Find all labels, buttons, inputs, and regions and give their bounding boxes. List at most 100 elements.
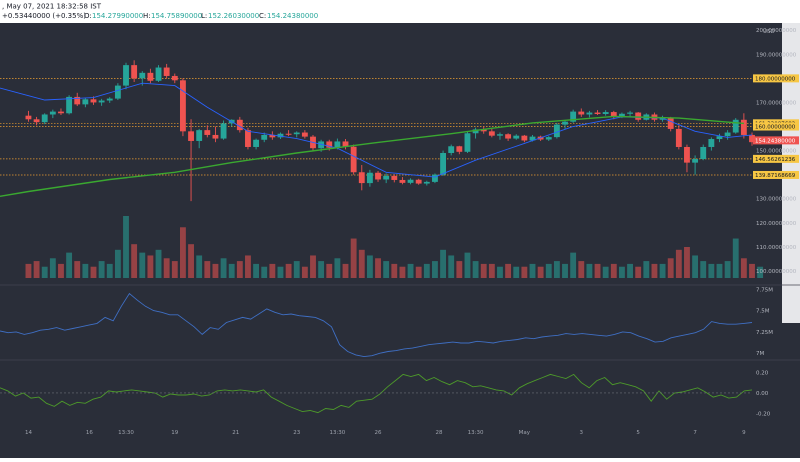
level-label-box: [753, 122, 799, 131]
time-tick-label: 5: [636, 430, 640, 436]
volume-bar: [269, 263, 276, 278]
volume-bar: [716, 263, 723, 278]
candle-body: [570, 111, 577, 122]
volume-bar: [594, 263, 601, 278]
volume-bar: [212, 263, 219, 278]
header-date: , May 07, 2021 18:32:58 IST: [2, 3, 102, 11]
volume-bar: [578, 261, 585, 278]
volume-bar: [643, 261, 650, 278]
volume-bar: [98, 261, 105, 278]
candle-body: [293, 132, 300, 135]
candle-body: [66, 96, 73, 114]
volume-bar: [545, 263, 552, 278]
sma-long-line: [0, 115, 744, 197]
volume-bar: [537, 266, 544, 278]
candle-body: [749, 134, 755, 143]
level-label: 146.56261236: [753, 154, 799, 163]
volume-bar: [261, 266, 268, 278]
candle-body: [350, 146, 357, 173]
candle-body: [399, 179, 406, 183]
price-tick-label: 190.00000000: [756, 52, 797, 58]
volume-bar: [350, 238, 357, 278]
volume-bar: [513, 266, 520, 278]
time-tick-label: May: [519, 430, 531, 436]
volume-bar: [25, 263, 32, 278]
candle-body: [253, 139, 260, 147]
indicator-2-line: [0, 373, 753, 414]
volume-bar: [82, 263, 89, 278]
volume-bar: [432, 261, 438, 278]
price-tick-label: 100.00000000: [756, 269, 797, 275]
volume-bar: [131, 244, 138, 278]
time-tick-label: 7: [693, 430, 697, 436]
candle-body: [423, 181, 430, 184]
chart-header: , May 07, 2021 18:32:58 IST +0.53440000 …: [2, 3, 318, 21]
candle-body: [147, 72, 154, 81]
price-tick-label: 110.00000000: [756, 245, 797, 251]
volume-bar: [602, 266, 609, 278]
volume-bar: [114, 249, 121, 278]
indicator-2-tick-label: 0.20: [756, 370, 769, 376]
volume-bar: [651, 263, 658, 278]
candle-body: [188, 131, 194, 141]
level-label-text: 139.87168669: [755, 173, 796, 179]
volume-bar: [740, 258, 747, 278]
candle-body: [618, 113, 625, 117]
candle-body: [627, 112, 633, 114]
volume-bar: [49, 258, 56, 278]
candle-body: [464, 133, 471, 152]
candle-body: [25, 115, 32, 120]
volume-bar: [635, 266, 642, 278]
volume-bar: [562, 263, 568, 278]
volume-bar: [684, 247, 690, 278]
candle-body: [171, 75, 178, 81]
volume-bar: [228, 263, 235, 278]
candle-body: [716, 136, 723, 140]
volume-bar: [366, 255, 373, 278]
candle-body: [285, 133, 292, 135]
volume-bar: [497, 266, 503, 278]
candle-body: [497, 134, 503, 136]
time-tick-label: 13:30: [468, 430, 484, 436]
header-close-value: 154.24380000: [267, 12, 318, 20]
last-price-label: 154.24380000: [753, 136, 799, 145]
candle-body: [196, 130, 203, 141]
volume-bar: [204, 261, 211, 278]
level-label: 160.00000000: [753, 122, 799, 131]
time-tick-label: 19: [171, 430, 178, 436]
candle-body: [602, 112, 609, 114]
candle-body: [740, 119, 747, 135]
candle-body: [131, 65, 138, 79]
volume-bar: [627, 263, 633, 278]
volume-bar: [188, 244, 194, 278]
last-price-label-box: [753, 136, 799, 145]
volume-pane: [25, 216, 764, 278]
candle-body: [675, 128, 682, 147]
candle-body: [326, 141, 333, 148]
level-label-box: [753, 154, 799, 163]
volume-bar: [464, 252, 471, 278]
price-axis: 200.00000000 190.00000000 170.00000000 150.…: [753, 28, 799, 418]
time-axis: 14 16 13:30 19 21 23 13:30 26 28 13:30 May 3 5 7 9: [25, 430, 746, 436]
volume-bar: [659, 263, 666, 278]
candle-body: [724, 132, 731, 137]
candle-body: [391, 175, 398, 180]
level-label: 180.00000000: [753, 74, 799, 83]
volume-bar: [220, 258, 227, 278]
candle-body: [456, 146, 463, 152]
price-tick-label: 200.00000000: [756, 28, 797, 34]
volume-bar: [610, 263, 617, 278]
candle-body: [342, 141, 349, 147]
candle-body: [505, 134, 512, 139]
level-label-text: 160.00000000: [755, 125, 796, 131]
candle-body: [732, 119, 739, 133]
volume-bar: [448, 255, 455, 278]
chart-background: [0, 23, 800, 458]
volume-bar: [123, 216, 129, 278]
candle-body: [635, 112, 642, 120]
volume-bar: [757, 266, 764, 278]
candle-body: [220, 123, 227, 139]
candle-body: [521, 135, 528, 141]
volume-bar: [732, 238, 739, 278]
candle-body: [545, 137, 552, 140]
